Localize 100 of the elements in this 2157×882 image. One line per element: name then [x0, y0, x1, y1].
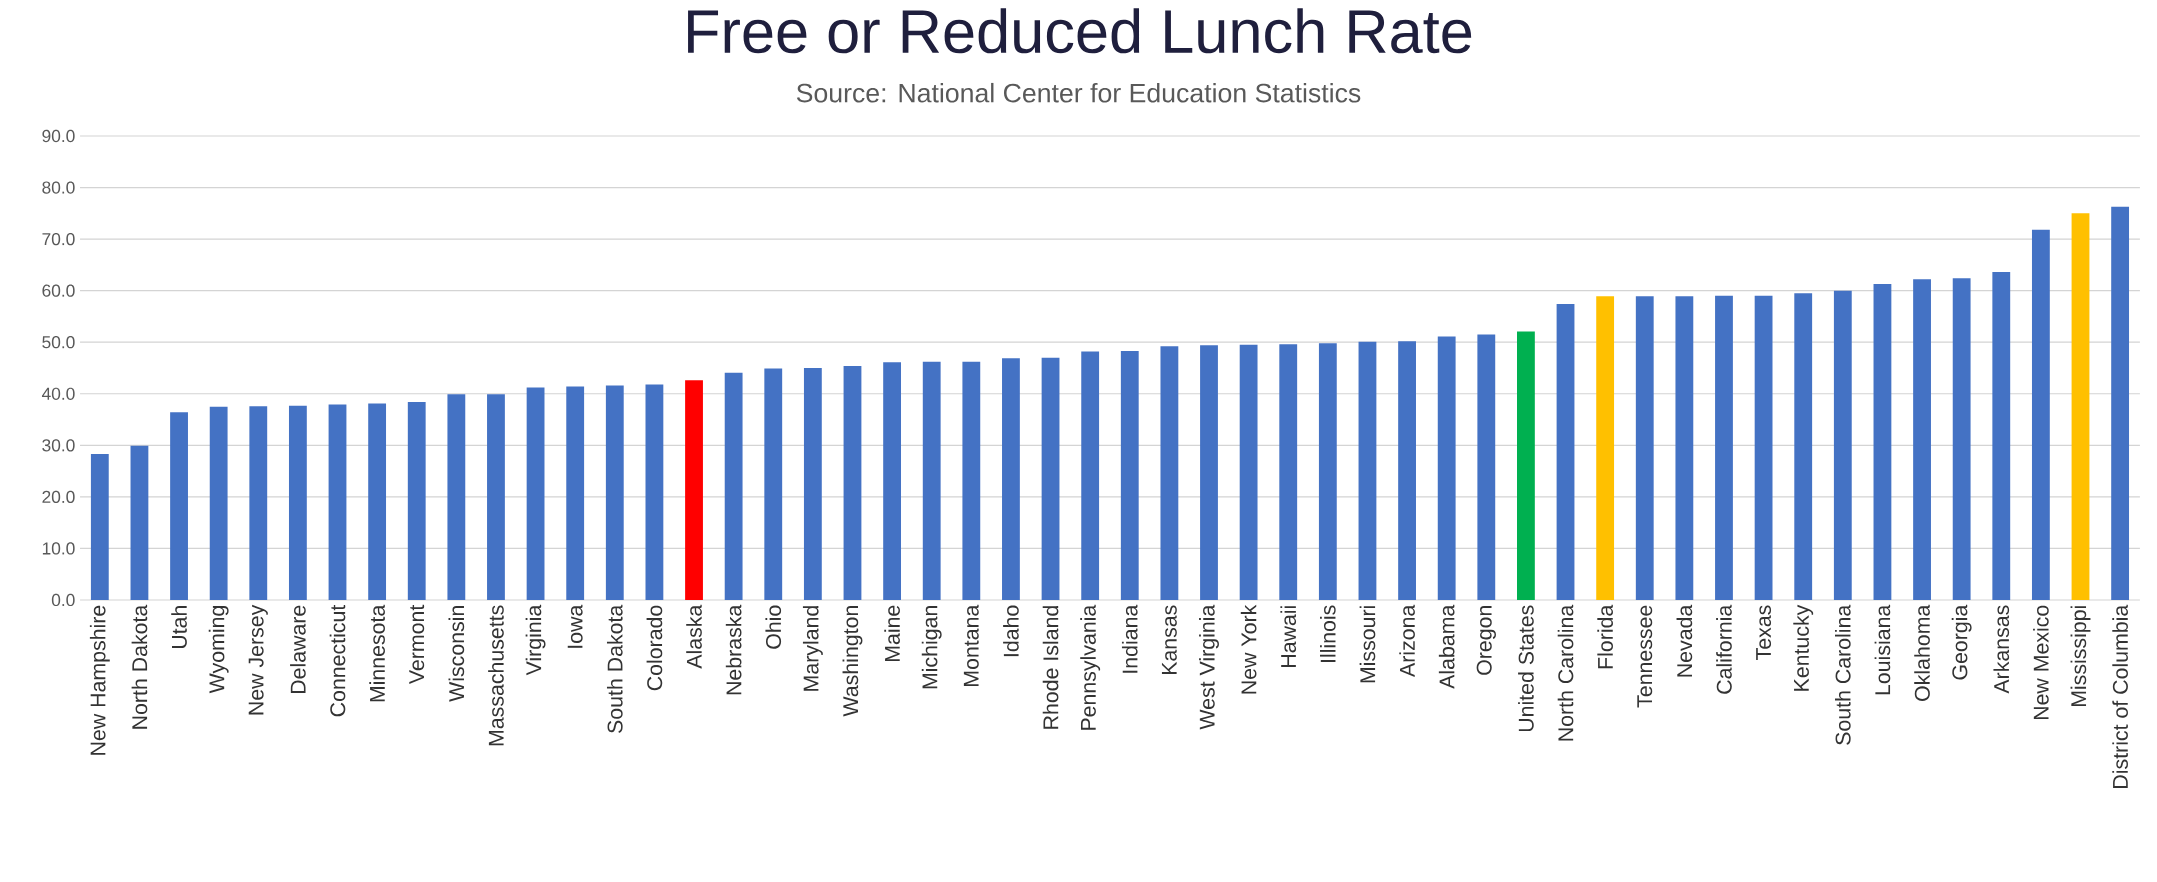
x-tick-label: Texas	[1756, 605, 1772, 660]
x-tick-label: Massachusetts	[488, 605, 504, 746]
x-tick-label: Nevada	[1676, 604, 1693, 677]
bar	[1517, 331, 1535, 600]
x-tick-label: Oklahoma	[1914, 604, 1930, 701]
bar	[1833, 290, 1852, 600]
y-tick-label: 30.0	[42, 439, 75, 452]
chart-title: Free or Reduced Lunch Rate	[688, 8, 1472, 54]
bar	[1398, 341, 1416, 600]
x-tick-label: North Dakota	[131, 604, 148, 729]
y-tick-label: 60.0	[42, 284, 75, 297]
bar	[803, 368, 822, 600]
x-tick-label: Connecticut	[329, 604, 346, 717]
source-note: Source: National Center for Education Statistics	[796, 82, 1361, 103]
y-tick-label: 70.0	[42, 232, 75, 246]
x-tick-label: Kansas	[1161, 605, 1177, 675]
bar	[1239, 344, 1258, 600]
x-tick-label: South Dakota	[606, 604, 623, 734]
x-tick-label: Alaska	[686, 604, 702, 669]
x-tick-label: Missouri	[1359, 606, 1376, 683]
bar	[90, 454, 109, 600]
y-tick-label: 10.0	[42, 542, 75, 555]
bar	[1279, 344, 1298, 600]
bar	[1873, 283, 1892, 600]
bar	[764, 368, 783, 600]
x-tick-label: Alabama	[1438, 604, 1455, 689]
bar	[1754, 295, 1773, 600]
x-tick-label: Illinois	[1320, 605, 1336, 663]
bar	[2031, 229, 2050, 600]
bar	[566, 386, 585, 600]
x-tick-label: Utah	[171, 606, 187, 649]
x-tick-label: Louisiana	[1874, 604, 1891, 695]
bar	[407, 402, 426, 600]
x-tick-label: Kentucky	[1793, 604, 1814, 691]
x-tick-label: Washington	[842, 606, 863, 717]
x-tick-label: Pennsylvania	[1080, 604, 1101, 730]
x-tick-label: Arkansas	[1993, 605, 2010, 694]
x-tick-label: New York	[1240, 604, 1257, 694]
y-tick-label: 0.0	[51, 593, 75, 607]
x-tick-label: Montana	[963, 604, 979, 686]
bar	[1200, 345, 1218, 600]
x-tick-label: Wyoming	[208, 606, 229, 694]
bar	[1160, 346, 1179, 600]
bar	[487, 394, 505, 600]
bar	[1794, 293, 1813, 600]
bar	[1477, 334, 1496, 600]
y-tick-label: 50.0	[42, 336, 75, 349]
x-tick-label: Nebraska	[725, 604, 742, 695]
x-tick-label: Iowa	[567, 604, 583, 648]
bar	[447, 394, 466, 600]
x-tick-label: South Carolina	[1834, 604, 1851, 745]
bar	[1358, 341, 1377, 600]
x-tick-label: Vermont	[409, 604, 425, 685]
x-tick-label: Wisconsin	[448, 606, 465, 702]
bar	[1120, 350, 1139, 600]
bar	[1041, 357, 1060, 600]
bar	[883, 362, 902, 600]
x-tick-label: District of Columbia	[2112, 604, 2128, 788]
bar	[1318, 343, 1337, 600]
x-tick-label: Mississippi	[2070, 606, 2091, 707]
bar	[1715, 295, 1733, 600]
bar	[288, 405, 307, 600]
y-tick-label: 80.0	[42, 181, 75, 194]
x-tick-label: United States	[1518, 605, 1534, 732]
bar	[1635, 296, 1654, 600]
bar	[724, 372, 743, 600]
bar	[605, 385, 624, 600]
bar	[685, 380, 703, 600]
bar	[526, 387, 545, 600]
bar	[922, 361, 941, 600]
x-tick-label: Rhode Island	[1042, 606, 1059, 729]
bar	[1081, 351, 1100, 600]
bar	[1437, 336, 1456, 600]
bar	[843, 365, 862, 600]
x-tick-label: Arizona	[1399, 604, 1415, 677]
y-tick-label: 20.0	[42, 490, 75, 504]
x-tick-label: California	[1716, 604, 1732, 694]
bar	[209, 406, 228, 600]
x-tick-label: Tennessee	[1637, 605, 1653, 708]
bar	[1675, 296, 1694, 600]
x-tick-label: Minnesota	[369, 604, 385, 702]
bar	[2111, 206, 2130, 600]
x-tick-label: Georgia	[1951, 604, 1972, 680]
bar	[1992, 272, 2011, 600]
x-tick-label: Virginia	[525, 604, 546, 676]
x-tick-label: New Hampshire	[89, 605, 110, 755]
bar	[130, 445, 149, 600]
x-tick-label: New Jersey	[248, 604, 268, 715]
bar	[1913, 279, 1931, 600]
bar	[962, 361, 981, 600]
x-tick-label: Michigan	[921, 606, 942, 689]
x-tick-label: Maine	[884, 605, 900, 662]
bar	[1952, 278, 1971, 600]
x-tick-label: Maryland	[802, 606, 823, 691]
bar	[1556, 304, 1575, 600]
x-tick-label: Hawaii	[1280, 606, 1297, 667]
x-tick-label: New Mexico	[2033, 605, 2049, 720]
bar	[368, 403, 387, 600]
bar	[645, 384, 664, 600]
x-tick-label: Indiana	[1121, 604, 1138, 673]
